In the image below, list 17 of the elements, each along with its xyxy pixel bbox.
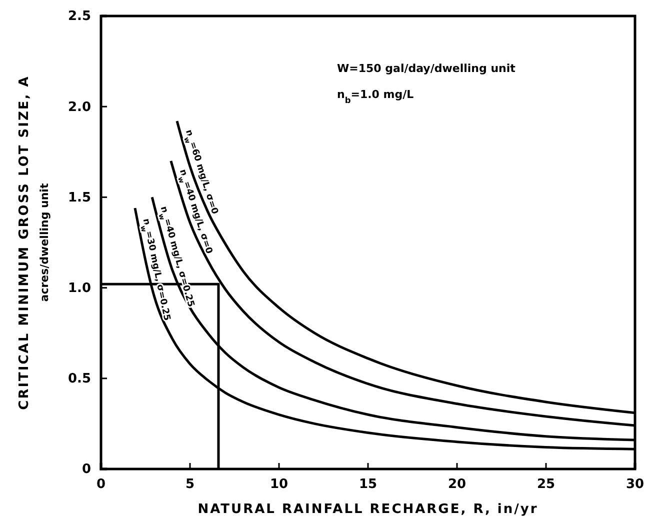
- x-tick-label: 20: [448, 477, 466, 492]
- x-tick-label: 10: [270, 477, 288, 492]
- annotation: n$_{b}$=1.0 mg/L: [337, 88, 414, 105]
- y-tick-label: 0.5: [68, 372, 91, 387]
- y-tick-label: 1.0: [68, 280, 91, 296]
- x-tick-label: 25: [536, 477, 556, 492]
- y-tick-label: 2.0: [68, 100, 91, 115]
- y-tick-label: 1.5: [68, 190, 91, 206]
- x-tick-label: 0: [96, 477, 106, 492]
- x-tick-label: 30: [626, 477, 644, 492]
- y-axis-title: CRITICAL MINIMUM GROSS LOT SIZE, A acres/dwelling unit: [17, 75, 51, 410]
- y-tick-label: 0: [82, 462, 91, 478]
- x-tick-label: 15: [358, 477, 378, 492]
- x-axis-title: NATURAL RAINFALL RECHARGE, R, in/yr: [198, 502, 538, 517]
- annotation: W=150 gal/day/dwelling unit: [337, 62, 516, 75]
- x-tick-label: 5: [185, 477, 195, 492]
- y-tick-label: 2.5: [68, 9, 91, 24]
